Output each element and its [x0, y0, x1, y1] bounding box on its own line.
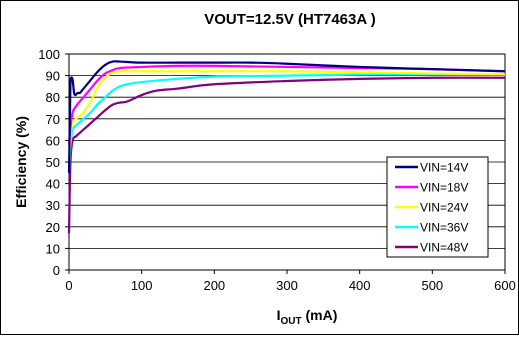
y-tick-label: 20	[46, 220, 60, 235]
x-tick-label: 500	[421, 278, 443, 293]
y-axis-label: Efficiency (%)	[13, 116, 29, 208]
y-tick-label: 100	[38, 47, 60, 62]
y-tick-label: 40	[46, 177, 60, 192]
x-tick-label: 0	[65, 278, 72, 293]
y-tick-label: 80	[46, 90, 60, 105]
series-layer	[67, 60, 506, 234]
legend: VIN=14V VIN=18V VIN=24V VIN=36V VIN=48V	[386, 156, 489, 258]
x-tick-label: 400	[349, 278, 371, 293]
series-line-vin-48v	[67, 76, 506, 234]
x-axis-label: IOUT (mA)	[277, 307, 338, 327]
legend-label-vin-18v: VIN=18V	[420, 181, 468, 195]
x-tick-label: 600	[494, 278, 516, 293]
series-line-vin-14v	[67, 60, 506, 173]
y-tick-label: 50	[46, 155, 60, 170]
x-tick-label: 200	[203, 278, 225, 293]
x-axis-label-unit: (mA)	[302, 307, 338, 323]
y-tick-label: 60	[46, 133, 60, 148]
series-line-vin-18v	[67, 64, 506, 145]
legend-label-vin-48v: VIN=48V	[420, 241, 468, 255]
x-axis-label-main: I	[277, 307, 281, 323]
y-tick-label: 10	[46, 241, 60, 256]
chart-title: VOUT=12.5V (HT7463A )	[204, 11, 376, 28]
y-tick-label: 90	[46, 69, 60, 84]
series-line-vin-24v	[67, 70, 506, 163]
series-line-vin-36v	[67, 73, 505, 171]
legend-label-vin-36v: VIN=36V	[420, 221, 468, 235]
legend-label-vin-24v: VIN=24V	[420, 201, 468, 215]
axis-layer: 0 10 20 30 40 50 60 70 80 90 100 0 100 200 300 400 500 60…	[38, 47, 516, 293]
x-tick-label: 300	[276, 278, 298, 293]
y-tick-label: 0	[53, 263, 60, 278]
y-tick-label: 70	[46, 112, 60, 127]
x-axis-label-sub: OUT	[281, 316, 302, 327]
y-tick-label: 30	[46, 198, 60, 213]
x-tick-label: 100	[131, 278, 153, 293]
legend-label-vin-14v: VIN=14V	[420, 161, 468, 175]
